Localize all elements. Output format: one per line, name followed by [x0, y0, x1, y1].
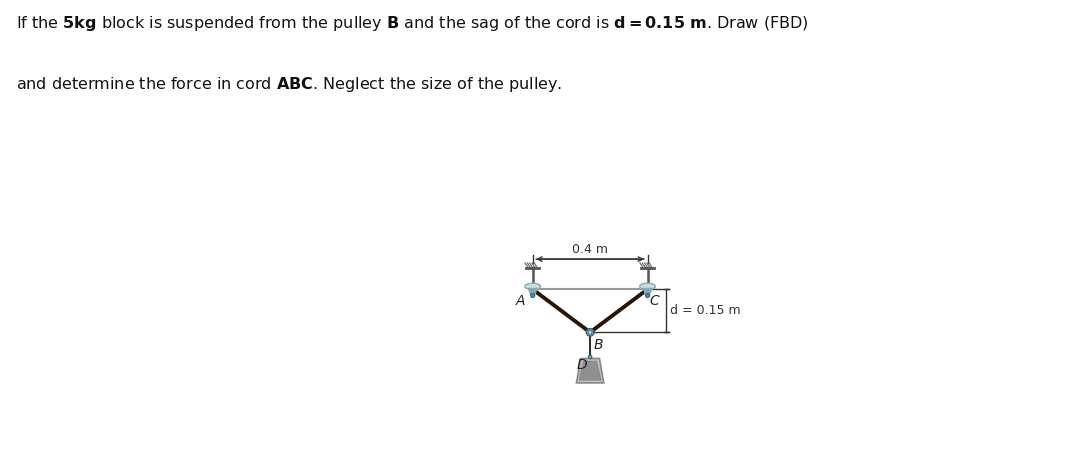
Circle shape — [586, 329, 594, 336]
Text: d = 0.15 m: d = 0.15 m — [670, 304, 741, 317]
Polygon shape — [644, 288, 652, 296]
Polygon shape — [577, 358, 604, 383]
Circle shape — [646, 293, 649, 298]
Circle shape — [589, 355, 592, 358]
Ellipse shape — [639, 283, 656, 290]
Ellipse shape — [525, 283, 541, 290]
Circle shape — [589, 331, 592, 334]
Text: If the $\mathbf{5kg}$ block is suspended from the pulley $\mathbf{B}$ and the sa: If the $\mathbf{5kg}$ block is suspended… — [16, 14, 809, 33]
Circle shape — [530, 293, 535, 298]
Text: A: A — [516, 294, 526, 309]
Polygon shape — [528, 288, 537, 296]
Polygon shape — [579, 361, 600, 380]
Text: and determine the force in cord $\mathbf{ABC}$. Neglect the size of the pulley.: and determine the force in cord $\mathbf… — [16, 75, 563, 94]
Text: 0.4 m: 0.4 m — [572, 243, 608, 256]
Text: B: B — [594, 338, 603, 351]
Text: C: C — [649, 294, 659, 309]
Text: D: D — [577, 358, 588, 372]
